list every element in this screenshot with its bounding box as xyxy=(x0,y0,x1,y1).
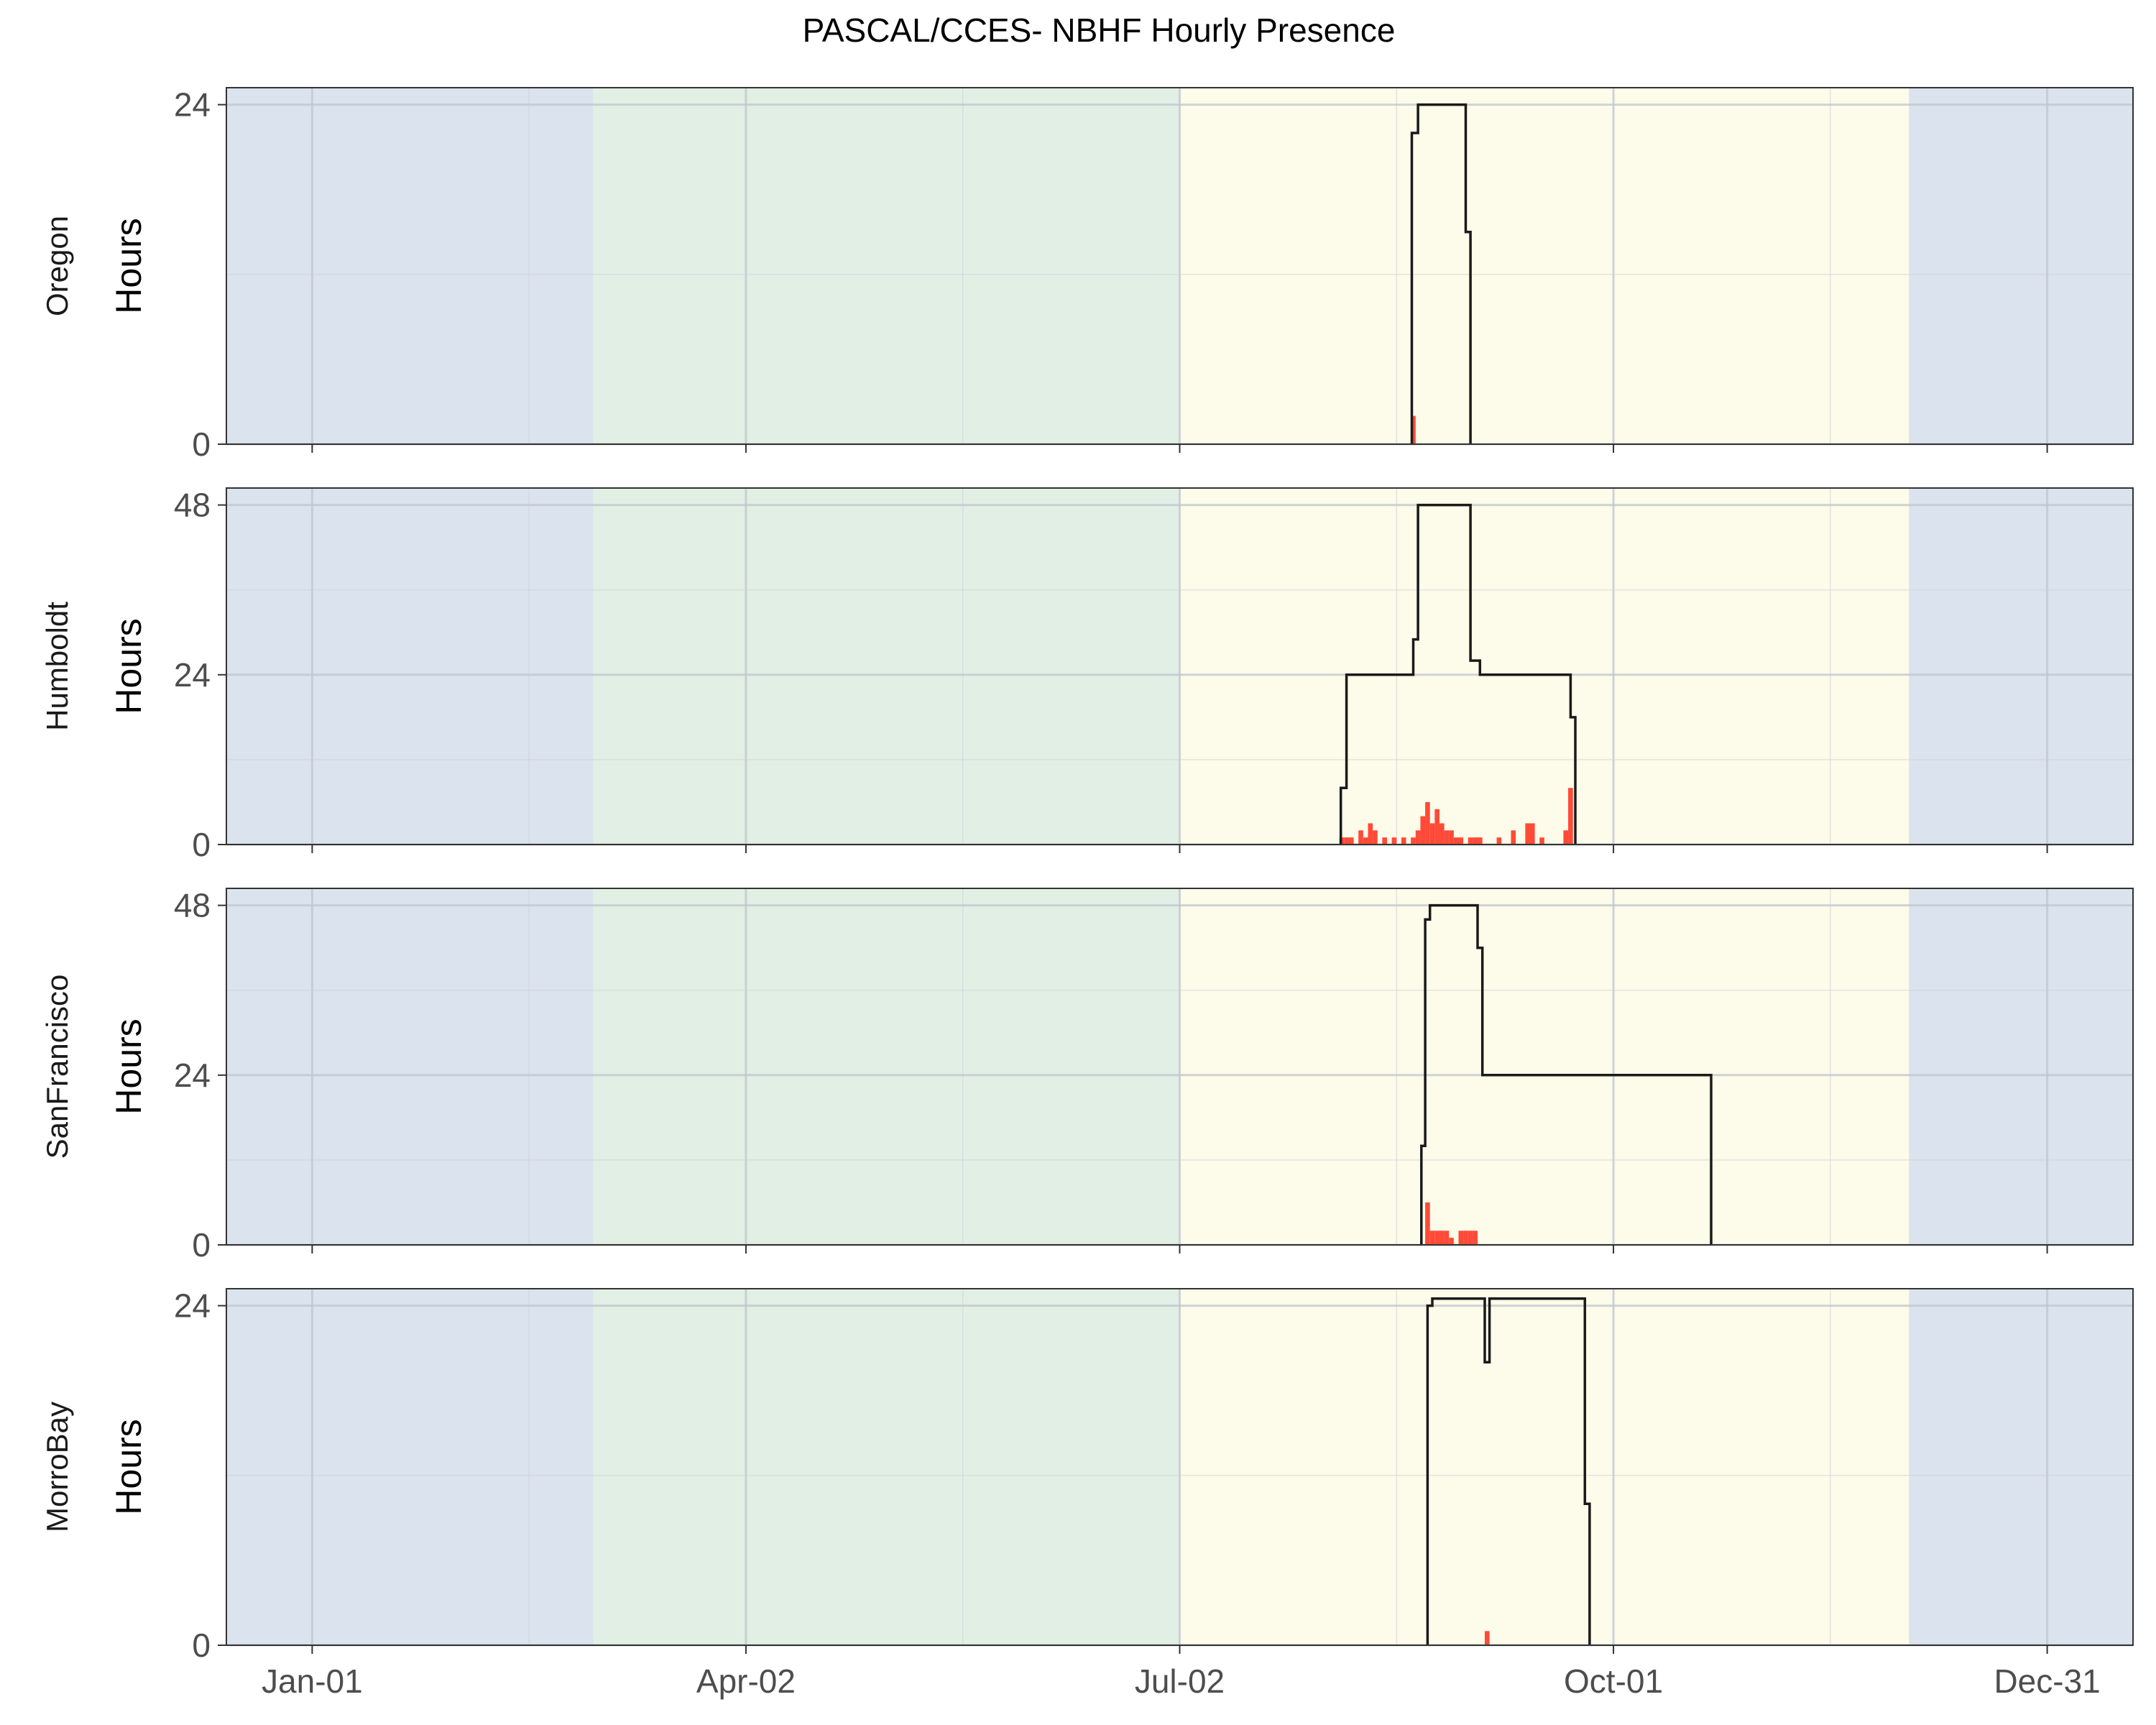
panel-3-presence-bar xyxy=(1473,1230,1478,1245)
panel-1-presence-bar xyxy=(1411,415,1416,444)
panel-2-presence-bar xyxy=(1368,823,1373,845)
panel-2-presence-bar xyxy=(1568,788,1573,845)
xtick-label: Jan-01 xyxy=(262,1662,363,1700)
panel-2-season-band-3 xyxy=(1179,488,1909,845)
panel-3-presence-bar xyxy=(1458,1230,1464,1245)
panel-1-ytick-label: 0 xyxy=(192,426,211,463)
panel-3-strip-label: SanFrancisco xyxy=(40,975,74,1159)
panel-1-season-band-4 xyxy=(1909,88,2133,444)
xtick-label: Dec-31 xyxy=(1994,1662,2100,1700)
panel-3-season-band-4 xyxy=(1909,888,2133,1245)
panel-1-ytick-label: 24 xyxy=(174,86,211,124)
panel-2-season-band-2 xyxy=(593,488,1180,845)
panel-2-presence-bar xyxy=(1525,823,1530,845)
panel-2-presence-bar xyxy=(1478,837,1483,845)
panel-4-ytick-label: 0 xyxy=(192,1627,211,1664)
panel-2-presence-bar xyxy=(1539,837,1544,845)
xtick-label: Jul-02 xyxy=(1135,1662,1225,1700)
panel-3-presence-bar xyxy=(1434,1230,1439,1245)
panel-2-season-band-4 xyxy=(1909,488,2133,845)
panel-4-season-band-1 xyxy=(226,1289,594,1645)
panel-2-presence-bar xyxy=(1529,823,1535,845)
panel-2-presence-bar xyxy=(1411,837,1416,845)
panel-3-effort-line xyxy=(1420,903,1713,1245)
panel-2-presence-bar xyxy=(1453,837,1459,845)
panel-3-presence-bar xyxy=(1444,1230,1450,1245)
panel-2-presence-bar xyxy=(1363,837,1368,845)
chart-title: PASCAL/CCES- NBHF Hourly Presence xyxy=(803,12,1396,49)
panel-2-presence-bar xyxy=(1496,837,1502,845)
panel-2-presence-bar xyxy=(1449,830,1454,845)
panel-3-presence-bar xyxy=(1439,1230,1445,1245)
panel-1-season-band-1 xyxy=(226,88,594,444)
panel-2-presence-bar xyxy=(1425,801,1430,845)
panel-2-presence-bar xyxy=(1382,837,1388,845)
panel-3-presence-bar xyxy=(1425,1202,1430,1245)
panel-3-season-band-3 xyxy=(1179,888,1909,1245)
panel-2-ytick-label: 0 xyxy=(192,826,211,863)
panel-3-ytick-label: 48 xyxy=(174,887,211,924)
panel-2-ytick-label: 24 xyxy=(174,656,211,694)
panel-3-season-band-2 xyxy=(593,888,1180,1245)
panel-2-presence-bar xyxy=(1358,830,1363,845)
panel-2-presence-bar xyxy=(1401,837,1406,845)
panel-4-season-band-2 xyxy=(593,1289,1180,1645)
panel-3-ylabel: Hours xyxy=(109,1018,149,1114)
panel-2-effort-line xyxy=(1339,503,1577,845)
panel-1-season-band-3 xyxy=(1179,88,1909,444)
panel-2-presence-bar xyxy=(1434,809,1439,845)
panel-2-presence-bar xyxy=(1458,837,1464,845)
panel-3-presence-bar xyxy=(1468,1230,1473,1245)
panel-3-presence-bar xyxy=(1449,1238,1454,1245)
panel-1-season-band-2 xyxy=(593,88,1180,444)
panel-3-presence-bar xyxy=(1429,1230,1435,1245)
panel-4-season-band-3 xyxy=(1179,1289,1909,1645)
panel-2-presence-bar xyxy=(1429,823,1435,845)
panel-4-season-band-4 xyxy=(1909,1289,2133,1645)
panel-2-presence-bar xyxy=(1511,830,1516,845)
panel-2-presence-bar xyxy=(1415,830,1421,845)
panel-2-presence-bar xyxy=(1348,837,1354,845)
panel-3-ytick-label: 24 xyxy=(174,1057,211,1094)
panel-3-ytick-label: 0 xyxy=(192,1226,211,1264)
panel-4-ylabel: Hours xyxy=(109,1419,149,1514)
panel-1-ylabel: Hours xyxy=(109,218,149,313)
panel-3-season-band-1 xyxy=(226,888,594,1245)
panel-2-presence-bar xyxy=(1420,816,1426,845)
panel-4-strip-label: MorroBay xyxy=(40,1402,74,1532)
panel-2-strip-label: Humboldt xyxy=(40,602,74,731)
panel-2-season-band-1 xyxy=(226,488,594,845)
panel-2-presence-bar xyxy=(1473,837,1478,845)
panel-2-presence-bar xyxy=(1391,837,1397,845)
panel-1-strip-label: Oregon xyxy=(40,216,74,316)
panel-3-presence-bar xyxy=(1463,1230,1468,1245)
panel-2-presence-bar xyxy=(1373,830,1378,845)
panel-2-presence-bar xyxy=(1563,830,1569,845)
panel-2-presence-bar xyxy=(1344,837,1349,845)
panel-4-presence-bar xyxy=(1484,1631,1490,1645)
panel-4-ytick-label: 24 xyxy=(174,1287,211,1325)
panel-2-ytick-label: 48 xyxy=(174,487,211,524)
panel-2-presence-bar xyxy=(1444,830,1450,845)
panel-4-effort-line xyxy=(1426,1297,1591,1645)
xtick-label: Oct-01 xyxy=(1564,1662,1663,1700)
xtick-label: Apr-02 xyxy=(696,1662,796,1700)
panel-2-presence-bar xyxy=(1439,823,1445,845)
panel-2-presence-bar xyxy=(1468,837,1473,845)
panel-2-ylabel: Hours xyxy=(109,618,149,714)
panel-1-effort-line xyxy=(1410,103,1472,444)
